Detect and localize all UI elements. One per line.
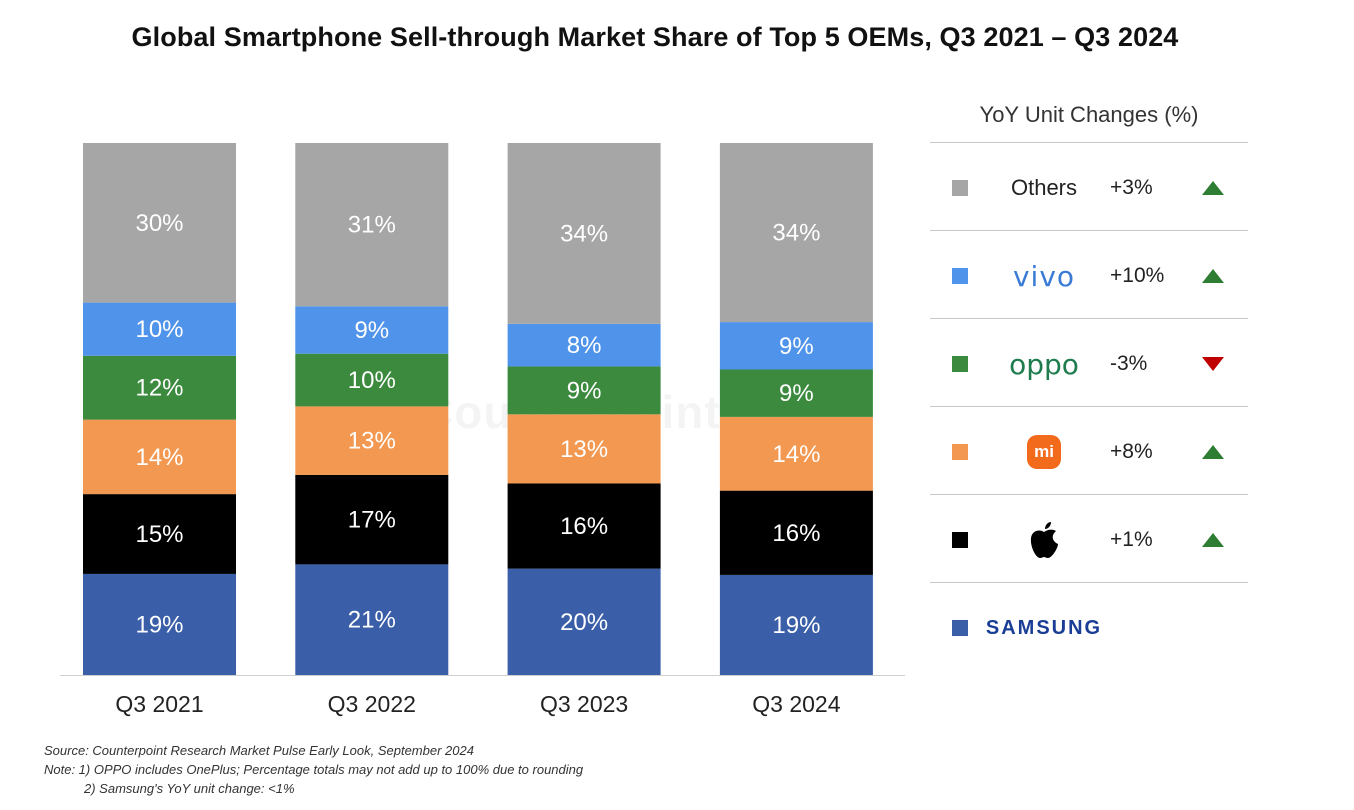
- bar-segment-vivo-2: [295, 306, 449, 354]
- xiaomi-swatch: [952, 444, 968, 460]
- note-2: 2) Samsung's YoY unit change: <1%: [84, 781, 295, 796]
- footnotes: Source: Counterpoint Research Market Pul…: [44, 741, 583, 798]
- others-swatch: [952, 180, 968, 196]
- data-label-vivo-4: 9%: [779, 333, 814, 360]
- up-arrow-icon: [1202, 269, 1224, 283]
- xiaomi-logo-icon: mi: [990, 435, 1098, 469]
- data-label-samsung-4: 19%: [772, 612, 820, 639]
- data-label-others-4: 34%: [772, 220, 820, 247]
- oppo-logo-icon: oppo: [990, 347, 1098, 381]
- up-arrow-icon: [1202, 181, 1224, 195]
- vivo-swatch: [952, 268, 968, 284]
- bar-segment-oppo-3: [507, 366, 661, 415]
- data-label-others-2: 31%: [348, 212, 396, 239]
- data-label-others-1: 30%: [135, 210, 183, 237]
- data-label-apple-1: 15%: [135, 521, 183, 548]
- others-brand-label: Others: [1010, 175, 1078, 200]
- legend-row-others: Others +3%: [930, 142, 1248, 231]
- data-label-oppo-1: 12%: [135, 375, 183, 402]
- data-label-xiaomi-3: 13%: [560, 436, 608, 463]
- data-label-apple-2: 17%: [348, 507, 396, 534]
- bar-segment-xiaomi-2: [295, 406, 449, 475]
- bar-segment-vivo-3: [507, 323, 661, 367]
- legend-row-samsung: SAMSUNG: [930, 582, 1248, 671]
- apple-swatch: [952, 532, 968, 548]
- stacked-bar-chart: 19% 15% 14% 12% 10% 30% Q3 2021 21% 17% 13% 10% 9% 3…: [60, 143, 905, 717]
- bar-segment-others-3: [507, 143, 661, 324]
- bar-segment-oppo-4: [719, 369, 873, 417]
- bar-segment-xiaomi-3: [507, 414, 661, 484]
- xiaomi-yoy-change: +8%: [1110, 440, 1153, 463]
- down-arrow-icon: [1202, 357, 1224, 371]
- samsung-swatch: [952, 620, 968, 636]
- data-label-vivo-2: 9%: [354, 317, 389, 344]
- chart-title: Global Smartphone Sell-through Market Sh…: [131, 22, 1179, 52]
- data-label-oppo-3: 9%: [567, 377, 602, 404]
- note-1: Note: 1) OPPO includes OnePlus; Percenta…: [44, 762, 584, 777]
- data-label-xiaomi-1: 14%: [135, 444, 183, 471]
- bar-segment-others-2: [295, 143, 449, 307]
- legend-row-oppo: oppo -3%: [930, 318, 1248, 407]
- oppo-logo-text: oppo: [1009, 347, 1079, 381]
- bar-segment-xiaomi-4: [719, 416, 873, 491]
- bar-segment-apple-1: [83, 494, 236, 574]
- apple-logo-svg: [1030, 522, 1058, 558]
- mi-logo-badge: mi: [1027, 435, 1061, 469]
- legend-row-apple: +1%: [930, 494, 1248, 583]
- bar-segment-apple-3: [507, 483, 661, 569]
- data-label-xiaomi-2: 13%: [348, 428, 396, 455]
- category-label-2: Q3 2022: [328, 691, 416, 717]
- bar-segment-apple-2: [295, 474, 449, 565]
- bar-segment-oppo-2: [295, 353, 449, 407]
- samsung-logo-icon: SAMSUNG: [986, 611, 1100, 645]
- legend-row-xiaomi: mi +8%: [930, 406, 1248, 495]
- oppo-yoy-change: -3%: [1110, 352, 1148, 375]
- data-label-samsung-1: 19%: [135, 611, 183, 638]
- samsung-logo-text: SAMSUNG: [985, 616, 1103, 639]
- vivo-logo-text: vivo: [1012, 259, 1076, 293]
- data-label-xiaomi-4: 14%: [772, 441, 820, 468]
- oppo-swatch: [952, 356, 968, 372]
- category-label-1: Q3 2021: [115, 691, 203, 717]
- bar-segment-apple-4: [719, 490, 873, 575]
- bar-segment-others-4: [719, 143, 873, 323]
- data-label-vivo-3: 8%: [567, 332, 602, 359]
- legend-title: YoY Unit Changes (%): [979, 102, 1199, 127]
- bar-segment-samsung-4: [719, 574, 873, 675]
- bar-segment-samsung-3: [507, 568, 661, 675]
- bar-segment-samsung-1: [83, 573, 236, 675]
- legend-row-vivo: vivo +10%: [930, 230, 1248, 319]
- vivo-logo-icon: vivo: [990, 259, 1098, 293]
- bar-segment-vivo-4: [719, 322, 873, 370]
- data-label-oppo-4: 9%: [779, 380, 814, 407]
- data-label-others-3: 34%: [560, 220, 608, 247]
- category-label-3: Q3 2023: [540, 691, 628, 717]
- others-yoy-change: +3%: [1110, 176, 1153, 199]
- data-label-samsung-3: 20%: [560, 609, 608, 636]
- apple-yoy-change: +1%: [1110, 528, 1153, 551]
- bar-segment-oppo-1: [83, 355, 236, 420]
- apple-logo-icon: [990, 522, 1098, 558]
- data-label-samsung-2: 21%: [348, 607, 396, 634]
- bar-segment-others-1: [83, 143, 236, 303]
- vivo-yoy-change: +10%: [1110, 264, 1165, 287]
- data-label-oppo-2: 10%: [348, 367, 396, 394]
- category-label-4: Q3 2024: [752, 691, 840, 717]
- data-label-vivo-1: 10%: [135, 316, 183, 343]
- data-label-apple-3: 16%: [560, 513, 608, 540]
- up-arrow-icon: [1202, 445, 1224, 459]
- up-arrow-icon: [1202, 533, 1224, 547]
- bar-segment-samsung-2: [295, 564, 449, 675]
- source-note: Source: Counterpoint Research Market Pul…: [44, 743, 474, 758]
- data-label-apple-4: 16%: [772, 520, 820, 547]
- bar-segment-vivo-1: [83, 302, 236, 356]
- bar-segment-xiaomi-1: [83, 419, 236, 495]
